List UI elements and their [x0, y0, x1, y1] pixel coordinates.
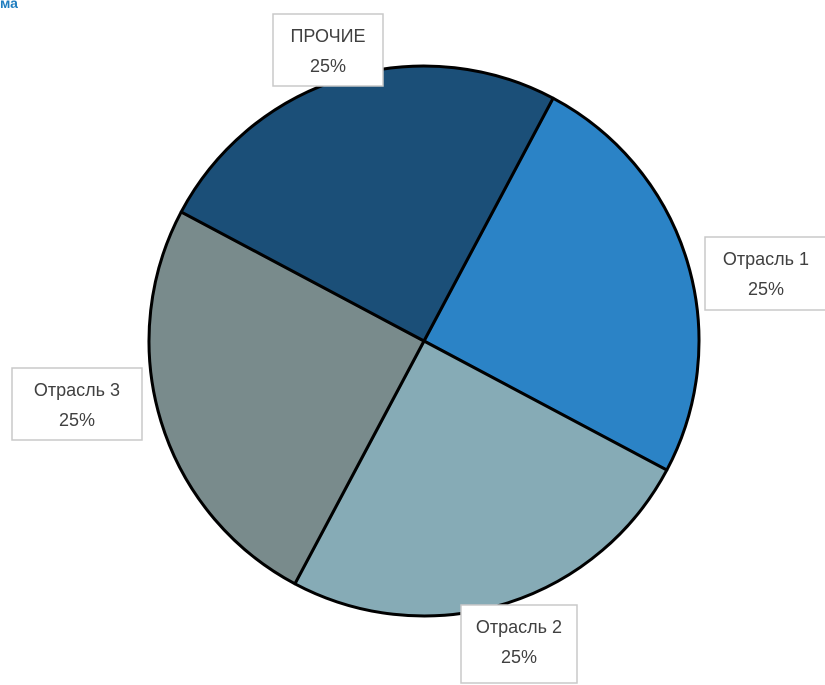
data-label: Отрасль 2 25%	[460, 604, 578, 684]
chart-title: ма	[0, 0, 18, 11]
data-label-category: Отрасль 2	[476, 617, 562, 637]
data-label: ПРОЧИЕ 25%	[272, 13, 384, 87]
data-label-value: 25%	[748, 279, 784, 299]
data-label-category: ПРОЧИЕ	[290, 26, 365, 46]
data-label-box	[460, 604, 578, 684]
data-label: Отрасль 1 25%	[704, 236, 825, 311]
data-label-value: 25%	[501, 647, 537, 667]
pie-slices	[147, 64, 701, 618]
data-label-category: Отрасль 3	[34, 380, 120, 400]
data-label-category: Отрасль 1	[723, 249, 809, 269]
data-label: Отрасль 3 25%	[11, 367, 143, 441]
data-label-box	[704, 236, 825, 311]
pie-data-labels: Отрасль 125%Отрасль 225%Отрасль 325%ПРОЧ…	[11, 13, 825, 684]
data-label-value: 25%	[310, 56, 346, 76]
data-label-value: 25%	[59, 410, 95, 430]
data-label-box	[272, 13, 384, 87]
data-label-box	[11, 367, 143, 441]
